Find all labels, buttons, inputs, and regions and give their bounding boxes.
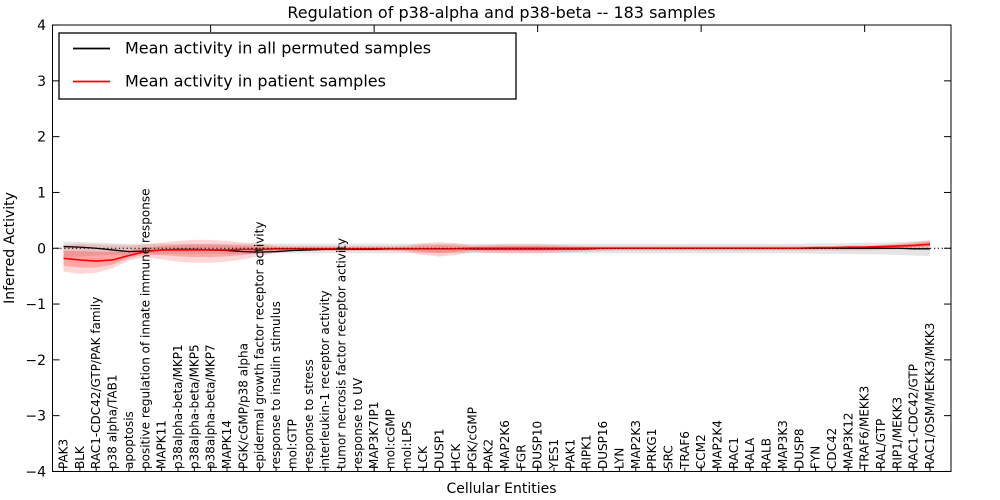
x-category-label: MAP3K7IP1	[367, 402, 381, 469]
y-tick-labels: −4 −3 −2 −1 0 1 2 3 4	[25, 18, 46, 480]
x-category-label: mol:GTP	[285, 419, 299, 469]
x-category-label: response to insulin stimulus	[269, 301, 283, 469]
plot-frame	[51, 24, 952, 473]
x-category-label: TRAF6/MEKK3	[858, 386, 872, 470]
legend-label-patient: Mean activity in patient samples	[125, 72, 386, 91]
x-category-label: CCM2	[694, 434, 708, 469]
y-tick-label: 3	[37, 74, 46, 90]
chart-title: Regulation of p38-alpha and p38-beta -- …	[287, 3, 715, 22]
x-category-label: positive regulation of innate immune res…	[138, 189, 152, 469]
x-category-label: MAP2K3	[629, 420, 643, 469]
x-category-label: epidermal growth factor receptor activit…	[253, 222, 267, 469]
series-layer	[63, 243, 931, 262]
x-category-label: p38alpha-beta/MKP7	[204, 344, 218, 469]
x-category-label: response to stress	[302, 359, 316, 469]
x-category-label: HCK	[449, 443, 463, 469]
x-category-label: RIPK1	[580, 434, 594, 469]
y-tick-label: 1	[37, 185, 46, 201]
y-tick-label: −1	[25, 297, 46, 313]
series-line-patient	[63, 243, 931, 262]
x-category-label: RAC1	[727, 437, 741, 469]
x-category-label: p38alpha-beta/MKP5	[187, 344, 201, 469]
x-category-label: RAC1-CDC42/GTP/PAK family	[89, 297, 103, 469]
x-category-label: SRC	[661, 445, 675, 469]
x-category-label: RAC1/OSM/MEKK3/MKK3	[923, 323, 937, 469]
x-category-label: YES1	[547, 439, 561, 470]
x-category-label: interleukin-1 receptor activity	[318, 290, 332, 469]
x-category-label: LYN	[612, 448, 626, 469]
x-category-label: p38 alpha/TAB1	[106, 375, 120, 469]
x-category-label: p38alpha-beta/MKP1	[171, 344, 185, 469]
x-category-label: PGK/cGMP	[465, 407, 479, 469]
legend-frame	[58, 32, 517, 100]
x-category-label: MAP3K12	[841, 412, 855, 469]
x-category-labels: PAK3 BLK RAC1-CDC42/GTP/PAK family p38 alph…	[57, 189, 938, 470]
x-category-label: mol:cGMP	[384, 409, 398, 469]
y-tick-label: −4	[25, 464, 46, 480]
y-tick-label: 0	[37, 241, 46, 257]
x-category-label: apoptosis	[122, 411, 136, 469]
x-category-label: RIP1/MEKK3	[890, 397, 904, 469]
x-category-label: BLK	[73, 445, 87, 469]
x-category-label: PAK3	[57, 439, 71, 469]
y-axis-label: Inferred Activity	[2, 192, 18, 304]
x-category-label: RAC1-CDC42/GTP	[907, 364, 921, 469]
x-axis-label: Cellular Entities	[446, 481, 556, 497]
bands-layer	[63, 239, 931, 274]
x-category-label: DUSP8	[792, 428, 806, 469]
y-tick-label: 2	[37, 130, 46, 146]
legend: Mean activity in all permuted samples Me…	[58, 32, 517, 100]
x-category-label: tumor necrosis factor receptor activity	[334, 238, 348, 469]
x-category-label: response to UV	[351, 377, 365, 469]
x-category-label: FGR	[514, 444, 528, 469]
legend-label-permuted: Mean activity in all permuted samples	[125, 39, 431, 58]
x-category-label: LCK	[416, 445, 430, 469]
x-category-label: PGK/cGMP/p38 alpha	[236, 343, 250, 469]
x-category-label: MAP2K6	[498, 420, 512, 469]
x-category-label: PRKG1	[645, 429, 659, 469]
x-category-label: RAL/GTP	[874, 419, 888, 469]
x-category-label: PAK1	[563, 439, 577, 469]
y-tick-label: −3	[25, 409, 46, 425]
x-category-label: MAPK11	[155, 420, 169, 469]
ticks-layer	[52, 24, 951, 472]
x-category-label: FYN	[809, 446, 823, 469]
x-category-label: PAK2	[482, 439, 496, 469]
x-category-label: CDC42	[825, 428, 839, 469]
x-category-label: RALB	[760, 438, 774, 469]
x-category-label: DUSP16	[596, 421, 610, 469]
x-category-label: MAP3K3	[776, 420, 790, 469]
x-category-label: RALA	[743, 437, 757, 469]
y-tick-label: −2	[25, 353, 46, 369]
x-category-label: TRAF6	[678, 431, 692, 470]
x-category-label: MAP2K4	[711, 420, 725, 469]
x-category-label: MAPK14	[220, 420, 234, 469]
x-category-label: mol:LPS	[400, 421, 414, 469]
y-tick-label: 4	[37, 18, 46, 34]
x-category-label: DUSP10	[531, 421, 545, 469]
x-category-label: DUSP1	[433, 428, 447, 469]
